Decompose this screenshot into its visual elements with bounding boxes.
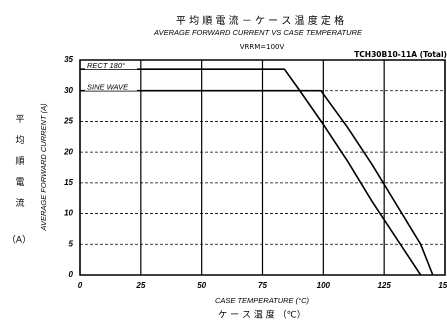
- x-axis-label-jp: ケ ー ス 温 度 （℃）: [218, 309, 305, 321]
- series-label: RECT 180°: [87, 61, 125, 70]
- chart-subtitle: AVERAGE FORWARD CURRENT VS CASE TEMPERAT…: [153, 28, 363, 37]
- x-tick-label: 125: [377, 281, 391, 290]
- x-tick-label: 25: [135, 281, 145, 290]
- chart-title: 平 均 順 電 流 － ケ ー ス 温 度 定 格: [176, 14, 344, 27]
- x-tick-label: 50: [197, 281, 206, 290]
- model: TCH30B10-11A (Total): [354, 50, 447, 59]
- x-tick-label: 150: [438, 281, 447, 290]
- y-tick-label: 0: [69, 270, 74, 279]
- y-tick-label: 5: [69, 239, 74, 248]
- x-axis-label: CASE TEMPERATURE (°C): [215, 296, 310, 305]
- x-tick-label: 100: [317, 281, 331, 290]
- y-tick-label: 20: [63, 147, 73, 156]
- legend-box: [85, 63, 137, 70]
- condition: VRRM=100V: [240, 43, 285, 51]
- y-tick-label: 30: [64, 86, 73, 95]
- series-label: SINE WAVE: [87, 83, 129, 92]
- y-axis-label-jp: 平均順電流: [14, 114, 25, 219]
- series-line: [80, 89, 434, 276]
- y-axis-unit: （A）: [7, 235, 31, 246]
- legend-box: [85, 84, 137, 91]
- x-tick-label: 0: [78, 281, 83, 290]
- y-tick-label: 15: [64, 178, 73, 187]
- y-tick-label: 25: [63, 117, 73, 126]
- series-line: [80, 68, 422, 276]
- y-tick-label: 10: [64, 209, 73, 218]
- y-tick-label: 35: [64, 55, 73, 64]
- plot-frame: [79, 59, 446, 276]
- y-axis-label: AVERAGE FORWARD CURRENT (A): [39, 103, 48, 232]
- x-tick-label: 75: [258, 281, 267, 290]
